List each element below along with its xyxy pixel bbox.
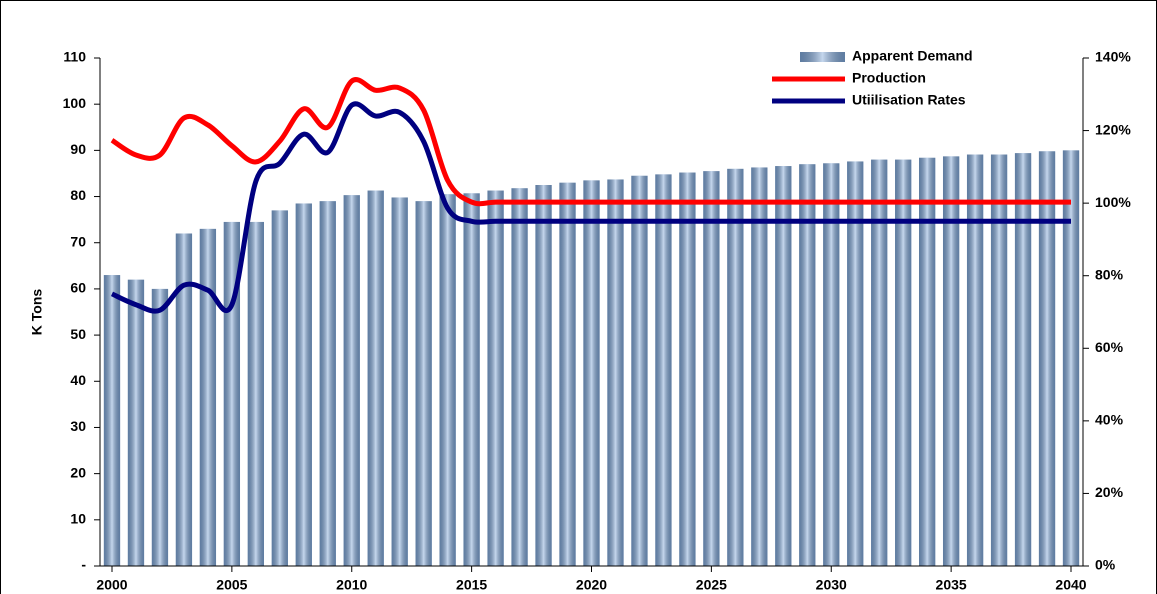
y-tick-label: 70	[70, 233, 86, 249]
bar-shine	[1062, 150, 1080, 566]
bar-shine	[535, 185, 552, 566]
bar-shine	[895, 159, 912, 566]
bar-shine	[655, 174, 672, 567]
bar-shine	[703, 171, 720, 567]
y2-tick-label: 80%	[1095, 266, 1124, 282]
x-tick-label: 2010	[336, 577, 367, 593]
y-tick-label: 80	[70, 187, 86, 203]
bar-shine	[1038, 151, 1056, 566]
bar-shine	[990, 154, 1008, 566]
bar-shine	[271, 210, 288, 566]
bar-shine	[847, 161, 864, 566]
x-tick-label: 2025	[696, 577, 727, 593]
y-tick-label: 110	[63, 49, 86, 65]
bar-shine	[151, 288, 169, 566]
bar-shine	[343, 195, 360, 566]
bar-shine	[511, 188, 528, 566]
bar-shine	[607, 179, 624, 566]
x-tick-label: 2040	[1055, 577, 1086, 593]
y2-tick-label: 120%	[1095, 121, 1131, 137]
x-tick-label: 2030	[816, 577, 847, 593]
bar-shine	[823, 163, 840, 566]
bar-shine	[942, 156, 960, 566]
y2-tick-label: 60%	[1095, 339, 1124, 355]
bar-shine	[751, 167, 768, 566]
bar-shine	[679, 172, 696, 566]
x-tick-label: 2015	[456, 577, 487, 593]
bar-shine	[487, 190, 504, 567]
y2-tick-label: 140%	[1095, 49, 1131, 65]
bar-shine	[871, 159, 888, 566]
y-axis-label: K Tons	[29, 289, 45, 336]
y-tick-label: 20	[70, 464, 86, 480]
bar-shine	[1014, 153, 1032, 566]
bar-shine	[559, 182, 576, 566]
y2-tick-label: 40%	[1095, 412, 1124, 428]
y-tick-label: -	[81, 557, 86, 573]
bar-shine	[463, 193, 480, 566]
y-tick-label: 90	[70, 141, 86, 157]
x-tick-label: 2000	[96, 577, 127, 593]
bar-shine	[631, 175, 648, 566]
bar-shine	[175, 233, 193, 566]
y-tick-label: 10	[70, 511, 86, 527]
bar-shine	[415, 201, 432, 566]
y-tick-label: 40	[70, 372, 86, 388]
bar-shine	[199, 228, 217, 566]
bar-shine	[127, 279, 145, 566]
y-tick-label: 60	[70, 280, 86, 296]
legend-swatch-shine	[800, 52, 845, 62]
bar-shine	[319, 201, 336, 566]
bar-shine	[583, 180, 600, 566]
x-tick-label: 2020	[576, 577, 607, 593]
y-tick-label: 30	[70, 418, 86, 434]
bar-shine	[391, 197, 408, 566]
y2-tick-label: 0%	[1095, 557, 1116, 573]
y-tick-label: 100	[63, 95, 87, 111]
bar-shine	[775, 166, 792, 566]
bar-shine	[727, 168, 744, 566]
bar-shine	[247, 221, 264, 567]
bar-shine	[966, 154, 984, 566]
line	[110, 77, 1072, 207]
x-tick-label: 2035	[936, 577, 967, 593]
bar-shine	[295, 203, 312, 567]
y2-tick-label: 100%	[1095, 194, 1131, 210]
y-tick-label: 50	[70, 326, 86, 342]
y2-tick-label: 20%	[1095, 484, 1124, 500]
legend-label: Production	[852, 70, 926, 86]
line	[110, 101, 1072, 314]
x-tick-label: 2005	[216, 577, 247, 593]
bar-shine	[367, 190, 384, 567]
legend-label: Apparent Demand	[852, 48, 973, 64]
legend-label: Utiilisation Rates	[852, 92, 966, 108]
bar-shine	[103, 275, 121, 566]
bar-shine	[439, 194, 456, 566]
bar-shine	[919, 157, 936, 566]
bar-shine	[799, 164, 816, 566]
